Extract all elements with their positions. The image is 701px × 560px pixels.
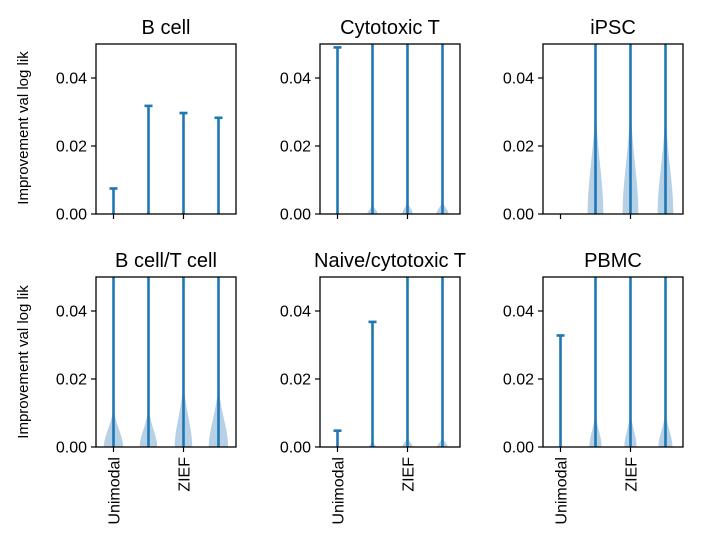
plot-area xyxy=(320,277,460,447)
y-tick-label: 0.02 xyxy=(280,372,311,389)
axes-frame xyxy=(542,276,684,448)
axes-frame xyxy=(319,276,461,448)
y-tick-label: 0.00 xyxy=(503,207,534,224)
y-tick-label: 0.02 xyxy=(280,139,311,156)
plot-area xyxy=(96,277,236,447)
panel-6: PBMC 0.00 0.02 0.04 Unimodal ZIEF xyxy=(503,250,684,525)
plot-area xyxy=(543,44,683,214)
panel-title: B cell/T cell xyxy=(115,250,217,272)
panel-4: B cell/T cell 0.00 0.02 0.04 Unimodal ZIEF xyxy=(56,250,237,525)
y-tick-label: 0.00 xyxy=(280,207,311,224)
y-tick-label: 0.00 xyxy=(503,440,534,457)
x-tick-label: ZIEF xyxy=(177,457,194,492)
axes-frame xyxy=(95,43,237,215)
plot-area xyxy=(320,44,460,214)
y-tick-label: 0.02 xyxy=(56,372,87,389)
y-tick-label: 0.04 xyxy=(56,304,87,321)
panel-title: Naive/cytotoxic T xyxy=(314,250,466,272)
y-tick-label: 0.04 xyxy=(56,71,87,88)
x-tick-label: Unimodal xyxy=(331,457,348,525)
panel-title: PBMC xyxy=(584,250,642,272)
y-tick-label: 0.02 xyxy=(56,139,87,156)
x-tick-label: Unimodal xyxy=(107,457,124,525)
plot-area xyxy=(96,104,236,214)
panel-1: B cell 0.00 0.02 0.04 xyxy=(56,17,237,224)
y-tick-label: 0.04 xyxy=(503,304,534,321)
y-tick-label: 0.00 xyxy=(56,440,87,457)
y-axis-label-bottom: Improvement val log lik xyxy=(15,285,32,439)
y-tick-label: 0.04 xyxy=(280,304,311,321)
x-tick-label: ZIEF xyxy=(401,457,418,492)
panel-5: Naive/cytotoxic T 0.00 0.02 0.04 Unimodal ZIE… xyxy=(280,250,466,525)
panel-title: Cytotoxic T xyxy=(340,17,440,39)
y-tick-label: 0.00 xyxy=(280,440,311,457)
y-tick-label: 0.00 xyxy=(56,207,87,224)
y-tick-label: 0.02 xyxy=(503,372,534,389)
axes-frame xyxy=(95,276,237,448)
axes-frame xyxy=(319,43,461,215)
y-tick-label: 0.04 xyxy=(503,71,534,88)
panel-3: iPSC 0.00 0.02 0.04 xyxy=(503,17,684,224)
panel-2: Cytotoxic T 0.00 0.02 0.04 xyxy=(280,17,461,224)
plot-area xyxy=(543,277,683,447)
y-tick-label: 0.04 xyxy=(280,71,311,88)
y-axis-label-top: Improvement val log lik xyxy=(15,51,32,205)
y-tick-label: 0.02 xyxy=(503,139,534,156)
x-tick-label: ZIEF xyxy=(624,457,641,492)
panel-title: iPSC xyxy=(590,17,636,39)
axes-frame xyxy=(542,43,684,215)
x-tick-label: Unimodal xyxy=(554,457,571,525)
panel-title: B cell xyxy=(142,17,191,39)
